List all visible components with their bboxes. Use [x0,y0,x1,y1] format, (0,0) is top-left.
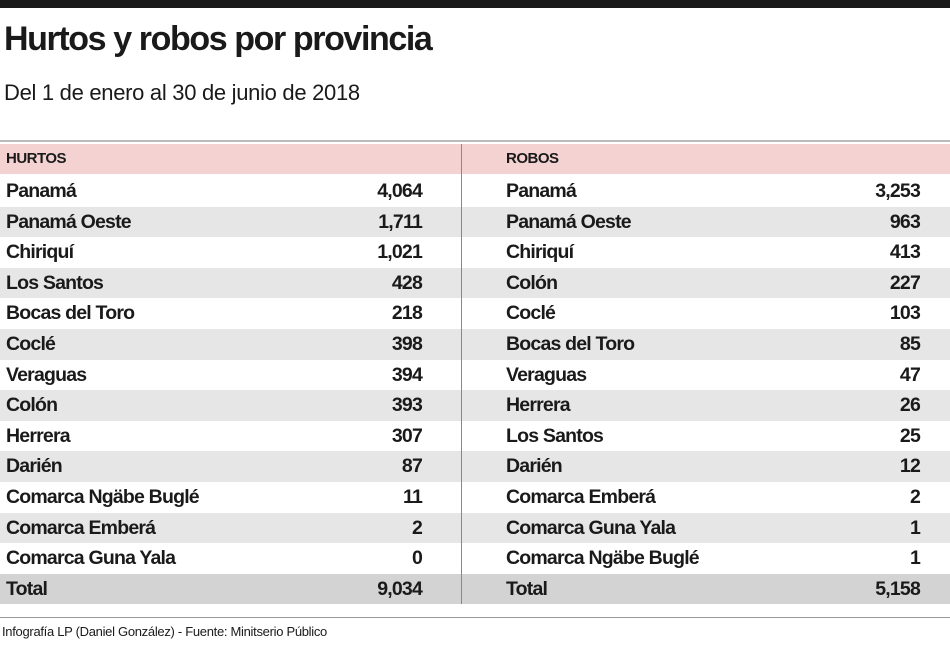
count: 4,064 [377,180,423,202]
table-row: Total 9,034 [0,573,461,605]
province: Herrera [506,394,571,417]
province: Veraguas [6,363,87,386]
province: Comarca Guna Yala [6,547,176,570]
province: Herrera [6,424,71,447]
count: 2 [411,516,423,539]
column-header: HURTOS [6,150,67,167]
count: 5,158 [875,577,921,600]
table-row: Chiriquí 1,021 [0,237,461,268]
province: Total [6,577,48,600]
province: Comarca Emberá [6,516,156,539]
table-row: Darién 87 [0,451,461,482]
table: ROBOS Panamá 3,253 Panamá Oeste 963 Chiriquí 4… [462,144,950,605]
count: 394 [391,363,423,386]
table-row: Comarca Emberá 2 [0,512,461,544]
table-row: Darién 12 [462,451,950,482]
province: Veraguas [506,363,587,386]
count: 428 [391,271,423,294]
count: 1,711 [378,210,423,233]
table-row: Los Santos 25 [462,421,950,452]
column-header: ROBOS [506,150,559,167]
table-row: Panamá Oeste 963 [462,206,950,238]
count: 1,021 [377,241,423,264]
count: 11 [402,486,423,508]
table-row: Colón 227 [462,267,950,299]
count: 12 [899,455,921,478]
title: Hurtos y robos por provincia [4,20,433,58]
province: Comarca Ngäbe Buglé [506,547,700,570]
table-row: Panamá 4,064 [0,176,461,207]
province: Panamá [506,180,577,202]
count: 2 [909,486,921,508]
count: 307 [391,424,423,447]
count: 0 [411,547,423,570]
count: 25 [899,424,921,447]
province: Panamá [6,180,77,202]
footer: Infografía LP (Daniel González) - Fuente… [2,624,327,639]
table-row: Comarca Guna Yala 1 [462,512,950,544]
count: 3,253 [875,180,921,202]
subtitle: Del 1 de enero al 30 de junio de 2018 [4,80,360,105]
province: Chiriquí [506,241,574,264]
province: Bocas del Toro [506,333,635,355]
table-row: Veraguas 47 [462,360,950,391]
count: 26 [899,394,921,417]
table-row: Panamá 3,253 [462,176,950,207]
table-row: Coclé 398 [0,329,461,360]
count: 413 [889,241,921,264]
province: Darién [506,455,563,478]
count: 398 [391,333,423,355]
table-row: Colón 393 [0,390,461,421]
count: 963 [889,210,921,233]
table-row: Comarca Ngäbe Buglé 11 [0,482,461,513]
count: 393 [391,394,423,417]
table-row: Bocas del Toro 218 [0,298,461,329]
table-row: Panamá Oeste 1,711 [0,206,461,238]
table-row: Coclé 103 [462,298,950,329]
header-band [0,144,950,174]
table-row: Comarca Emberá 2 [462,482,950,513]
province: Comarca Emberá [506,486,656,508]
table: HURTOS Panamá 4,064 Panamá Oeste 1,711 Chiriq… [0,144,461,605]
province: Bocas del Toro [6,302,135,325]
rule [0,617,950,618]
province: Comarca Ngäbe Buglé [6,486,200,508]
table-row: Total 5,158 [462,573,950,605]
province: Chiriquí [6,241,74,264]
table-row: Chiriquí 413 [462,237,950,268]
table-row: Comarca Ngäbe Buglé 1 [462,543,950,574]
province: Total [506,577,548,600]
count: 9,034 [377,577,423,600]
count: 218 [391,302,423,325]
count: 47 [899,363,921,386]
divider [461,144,462,604]
count: 1 [909,516,921,539]
province: Colón [506,271,558,294]
table-row: Bocas del Toro 85 [462,329,950,360]
table-row: Los Santos 428 [0,267,461,299]
table-row: Herrera 307 [0,421,461,452]
province: Panamá Oeste [6,210,132,233]
count: 227 [889,271,921,294]
province: Coclé [6,333,56,355]
province: Darién [6,455,63,478]
province: Los Santos [506,424,604,447]
count: 85 [899,333,921,355]
table-row: Herrera 26 [462,390,950,421]
province: Panamá Oeste [506,210,632,233]
count: 1 [909,547,921,570]
table-row: Veraguas 394 [0,360,461,391]
province: Coclé [506,302,556,325]
province: Los Santos [6,271,104,294]
table-row: Comarca Guna Yala 0 [0,543,461,574]
count: 103 [889,302,921,325]
province: Comarca Guna Yala [506,516,676,539]
top-bar [0,0,950,8]
count: 87 [401,455,423,478]
rule [0,140,950,142]
province: Colón [6,394,58,417]
